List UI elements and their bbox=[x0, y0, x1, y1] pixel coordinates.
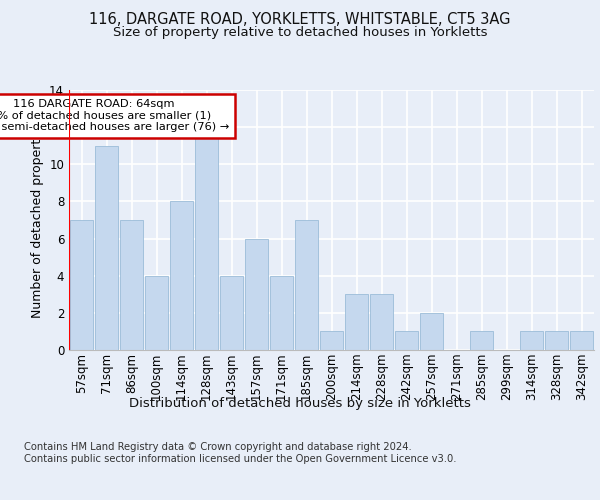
Bar bbox=[344, 294, 368, 350]
Bar bbox=[545, 332, 568, 350]
Bar bbox=[194, 108, 218, 350]
Bar bbox=[170, 202, 193, 350]
Bar bbox=[320, 332, 343, 350]
Bar bbox=[569, 332, 593, 350]
Bar bbox=[119, 220, 143, 350]
Y-axis label: Number of detached properties: Number of detached properties bbox=[31, 122, 44, 318]
Text: Distribution of detached houses by size in Yorkletts: Distribution of detached houses by size … bbox=[129, 398, 471, 410]
Bar bbox=[220, 276, 244, 350]
Text: Size of property relative to detached houses in Yorkletts: Size of property relative to detached ho… bbox=[113, 26, 487, 39]
Bar bbox=[295, 220, 319, 350]
Bar bbox=[470, 332, 493, 350]
Text: 116, DARGATE ROAD, YORKLETTS, WHITSTABLE, CT5 3AG: 116, DARGATE ROAD, YORKLETTS, WHITSTABLE… bbox=[89, 12, 511, 28]
Text: Contains HM Land Registry data © Crown copyright and database right 2024.
Contai: Contains HM Land Registry data © Crown c… bbox=[24, 442, 457, 464]
Bar bbox=[269, 276, 293, 350]
Bar bbox=[395, 332, 418, 350]
Text: 116 DARGATE ROAD: 64sqm
← 1% of detached houses are smaller (1)
96% of semi-deta: 116 DARGATE ROAD: 64sqm ← 1% of detached… bbox=[0, 100, 230, 132]
Bar bbox=[245, 238, 268, 350]
Bar bbox=[145, 276, 169, 350]
Bar bbox=[370, 294, 394, 350]
Bar bbox=[95, 146, 118, 350]
Bar bbox=[520, 332, 544, 350]
Bar bbox=[70, 220, 94, 350]
Bar bbox=[419, 313, 443, 350]
